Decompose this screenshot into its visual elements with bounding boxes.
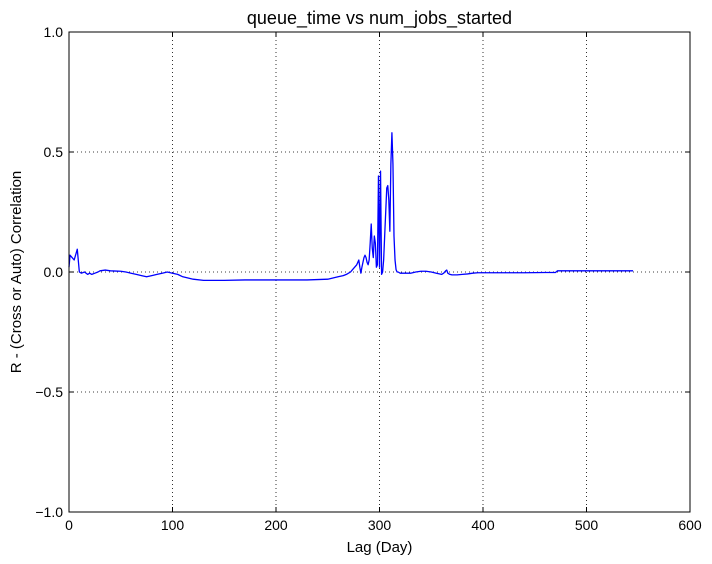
x-tick-label: 300: [368, 517, 392, 533]
x-tick-label: 0: [65, 517, 73, 533]
y-tick-label: −0.5: [35, 384, 63, 400]
y-tick-label: 0.0: [44, 264, 64, 280]
x-tick-label: 400: [471, 517, 495, 533]
x-tick-label: 500: [575, 517, 599, 533]
plot-lines: [68, 132, 634, 282]
axis-ticks: 0 100 200 300 400 500 600 −1.0 −0.5 0.0 0.5 1.0: [35, 24, 702, 533]
y-tick-label: 1.0: [44, 24, 64, 40]
chart-title: queue_time vs num_jobs_started: [247, 8, 512, 29]
grid: [69, 32, 690, 512]
y-axis-label: R - (Cross or Auto) Correlation: [8, 171, 25, 374]
series-line: [68, 132, 634, 282]
x-axis-label: Lag (Day): [347, 539, 413, 556]
x-tick-label: 200: [264, 517, 288, 533]
x-tick-label: 100: [161, 517, 185, 533]
y-tick-label: −1.0: [35, 504, 63, 520]
y-tick-label: 0.5: [44, 144, 64, 160]
x-tick-label: 600: [678, 517, 702, 533]
